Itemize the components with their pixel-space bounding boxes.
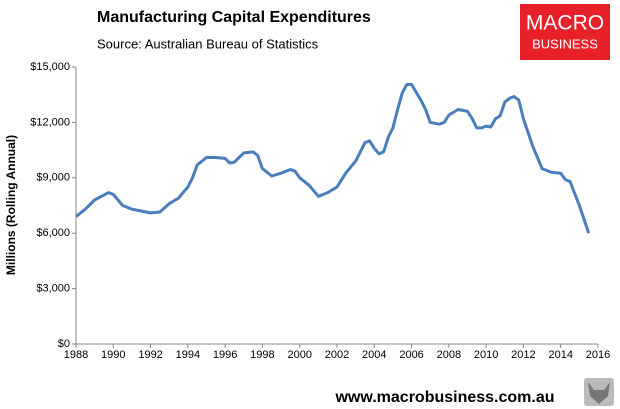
wolf-icon bbox=[584, 378, 614, 406]
x-tick-label: 1994 bbox=[176, 349, 200, 361]
x-tick-label: 1992 bbox=[138, 349, 162, 361]
logo-box bbox=[520, 4, 610, 60]
y-tick-label: $3,000 bbox=[36, 283, 70, 295]
x-tick-label: 1998 bbox=[250, 349, 274, 361]
data-line bbox=[75, 83, 591, 234]
y-tick-label: $15,000 bbox=[30, 61, 70, 73]
x-tick-label: 2010 bbox=[474, 349, 498, 361]
x-tick-label: 2016 bbox=[586, 349, 610, 361]
footer: www.macrobusiness.com.au bbox=[334, 389, 554, 406]
x-tick-label: 2012 bbox=[511, 349, 535, 361]
x-tick-label: 1990 bbox=[101, 349, 125, 361]
x-tick-label: 2002 bbox=[325, 349, 349, 361]
x-tick-label: 2014 bbox=[548, 349, 572, 361]
chart-subtitle: Source: Australian Bureau of Statistics bbox=[97, 36, 319, 51]
logo-text: BUSINESS bbox=[532, 36, 598, 51]
x-tick-label: 2004 bbox=[362, 349, 386, 361]
x-tick-label: 2008 bbox=[437, 349, 461, 361]
y-tick-label: $9,000 bbox=[36, 172, 70, 184]
x-tick-label: 2006 bbox=[399, 349, 423, 361]
chart-title: Manufacturing Capital Expenditures bbox=[97, 9, 371, 26]
x-tick-label: 1988 bbox=[64, 349, 88, 361]
y-tick-label: $6,000 bbox=[36, 227, 70, 239]
x-tick-label: 1996 bbox=[213, 349, 237, 361]
y-tick-label: $12,000 bbox=[30, 116, 70, 128]
logo-text: MACRO bbox=[526, 12, 604, 35]
y-tick-label: $0 bbox=[58, 338, 70, 350]
y-axis-label: Millions (Rolling Annual) bbox=[4, 135, 18, 275]
x-tick-label: 2000 bbox=[287, 349, 311, 361]
